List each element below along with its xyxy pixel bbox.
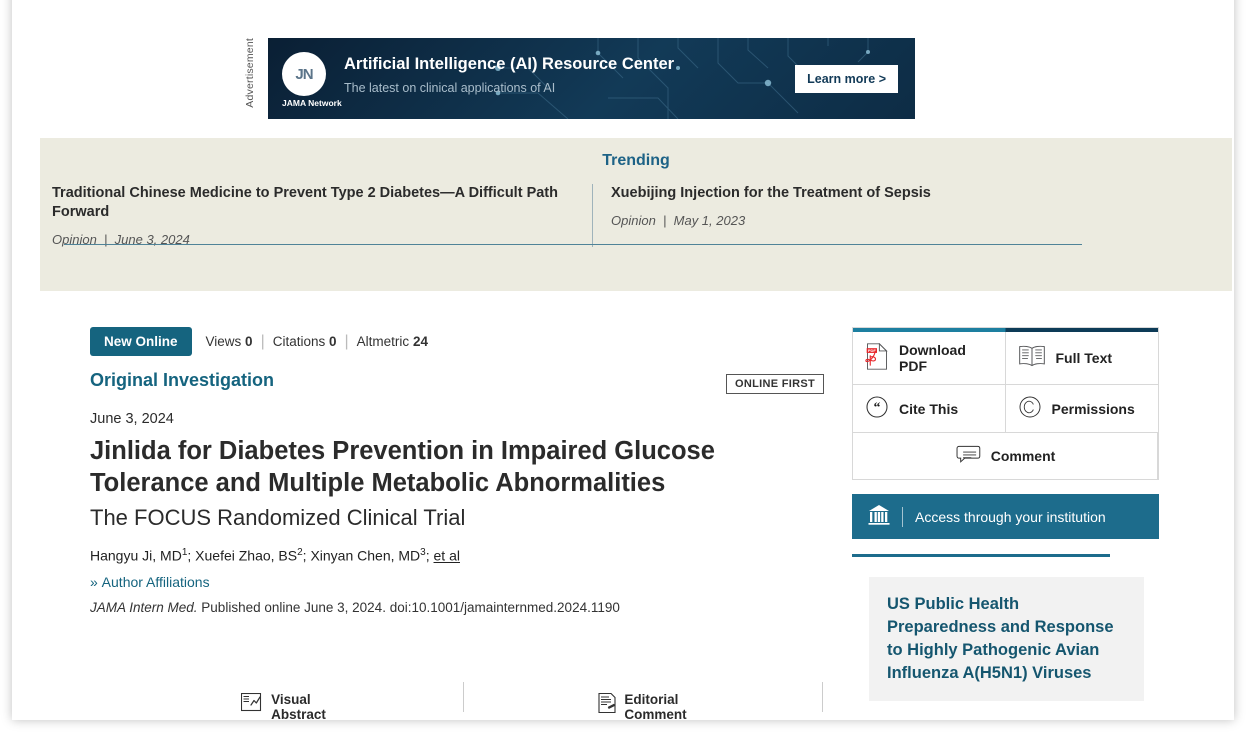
svg-text:“: “ xyxy=(874,399,881,414)
